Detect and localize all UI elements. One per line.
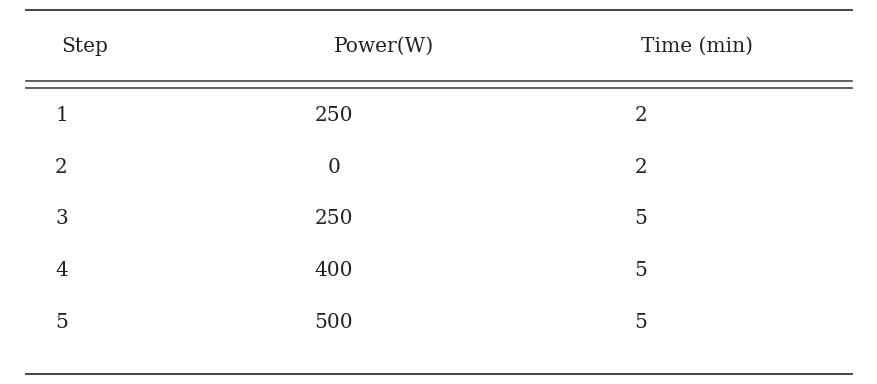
Text: Step: Step [61,36,108,56]
Text: 250: 250 [314,209,353,228]
Text: 5: 5 [634,313,646,332]
Text: 3: 3 [55,209,68,228]
Text: 250: 250 [314,106,353,125]
Text: 0: 0 [327,157,339,177]
Text: 4: 4 [55,261,68,280]
Text: Power(W): Power(W) [333,36,433,56]
Text: 1: 1 [55,106,68,125]
Text: 5: 5 [634,209,646,228]
Text: 2: 2 [55,157,68,177]
Text: 400: 400 [314,261,353,280]
Text: Time (min): Time (min) [640,36,752,56]
Text: 2: 2 [634,106,646,125]
Text: 5: 5 [55,313,68,332]
Text: 5: 5 [634,261,646,280]
Text: 500: 500 [314,313,353,332]
Text: 2: 2 [634,157,646,177]
